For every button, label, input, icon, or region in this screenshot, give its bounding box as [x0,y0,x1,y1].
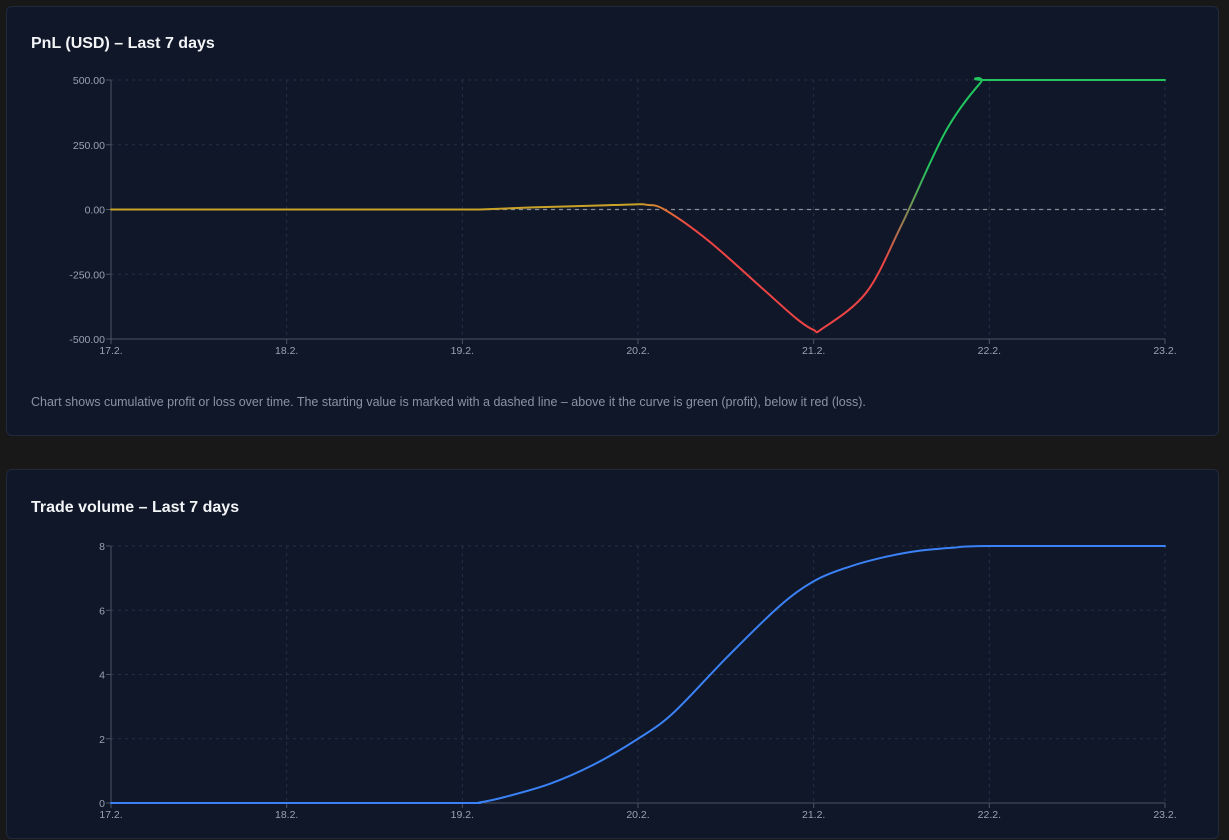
pnl-y-tick-label: 500.00 [73,75,105,87]
volume-x-tick-label: 17.2. [99,809,122,821]
pnl-x-tick-label: 18.2. [275,345,298,357]
pnl-series-line [110,77,1166,334]
pnl-x-tick-label: 22.2. [978,345,1001,357]
pnl-y-tick-label: 0.00 [85,205,106,217]
volume-series-line [110,545,1166,805]
pnl-chart-card: PnL (USD) – Last 7 days 500.00 250.00 0.00… [6,6,1219,436]
pnl-x-tick-label: 23.2. [1153,345,1176,357]
volume-y-tick-label: 6 [99,605,105,617]
volume-x-tick-label: 20.2. [626,809,649,821]
volume-chart[interactable]: 8 6 4 2 017.2. 18.2. 19.2. 20.2. 21.2. 22.2. 23.2. [7,470,1220,840]
pnl-x-tick-label: 20.2. [626,345,649,357]
volume-chart-title: Trade volume – Last 7 days [31,499,240,516]
volume-grid [111,545,1166,803]
volume-x-tick-label: 23.2. [1153,809,1176,821]
volume-x-tick-label: 22.2. [978,809,1001,821]
pnl-chart-title: PnL (USD) – Last 7 days [31,35,215,52]
pnl-x-tick-label: 19.2. [451,345,474,357]
volume-y-tick-label: 4 [99,670,105,682]
volume-chart-card: Trade volume – Last 7 days 8 6 4 2 0 17.2. 18.… [6,469,1219,839]
volume-x-tick-label: 21.2. [802,809,825,821]
volume-y-tick-label: 0 [99,798,105,810]
volume-x-tick-label: 19.2. [451,809,474,821]
volume-x-tick-label: 18.2. [275,809,298,821]
pnl-y-tick-label: -250.00 [69,269,105,281]
volume-y-tick-label: 2 [99,734,105,746]
pnl-x-tick-label: 21.2. [802,345,825,357]
pnl-y-tick-label: 250.00 [73,140,105,152]
volume-y-tick-label: 8 [99,541,105,553]
pnl-y-tick-label: -500.00 [69,334,105,346]
pnl-x-tick-label: 17.2. [99,345,122,357]
pnl-chart-note: Chart shows cumulative profit or loss ov… [31,395,866,409]
